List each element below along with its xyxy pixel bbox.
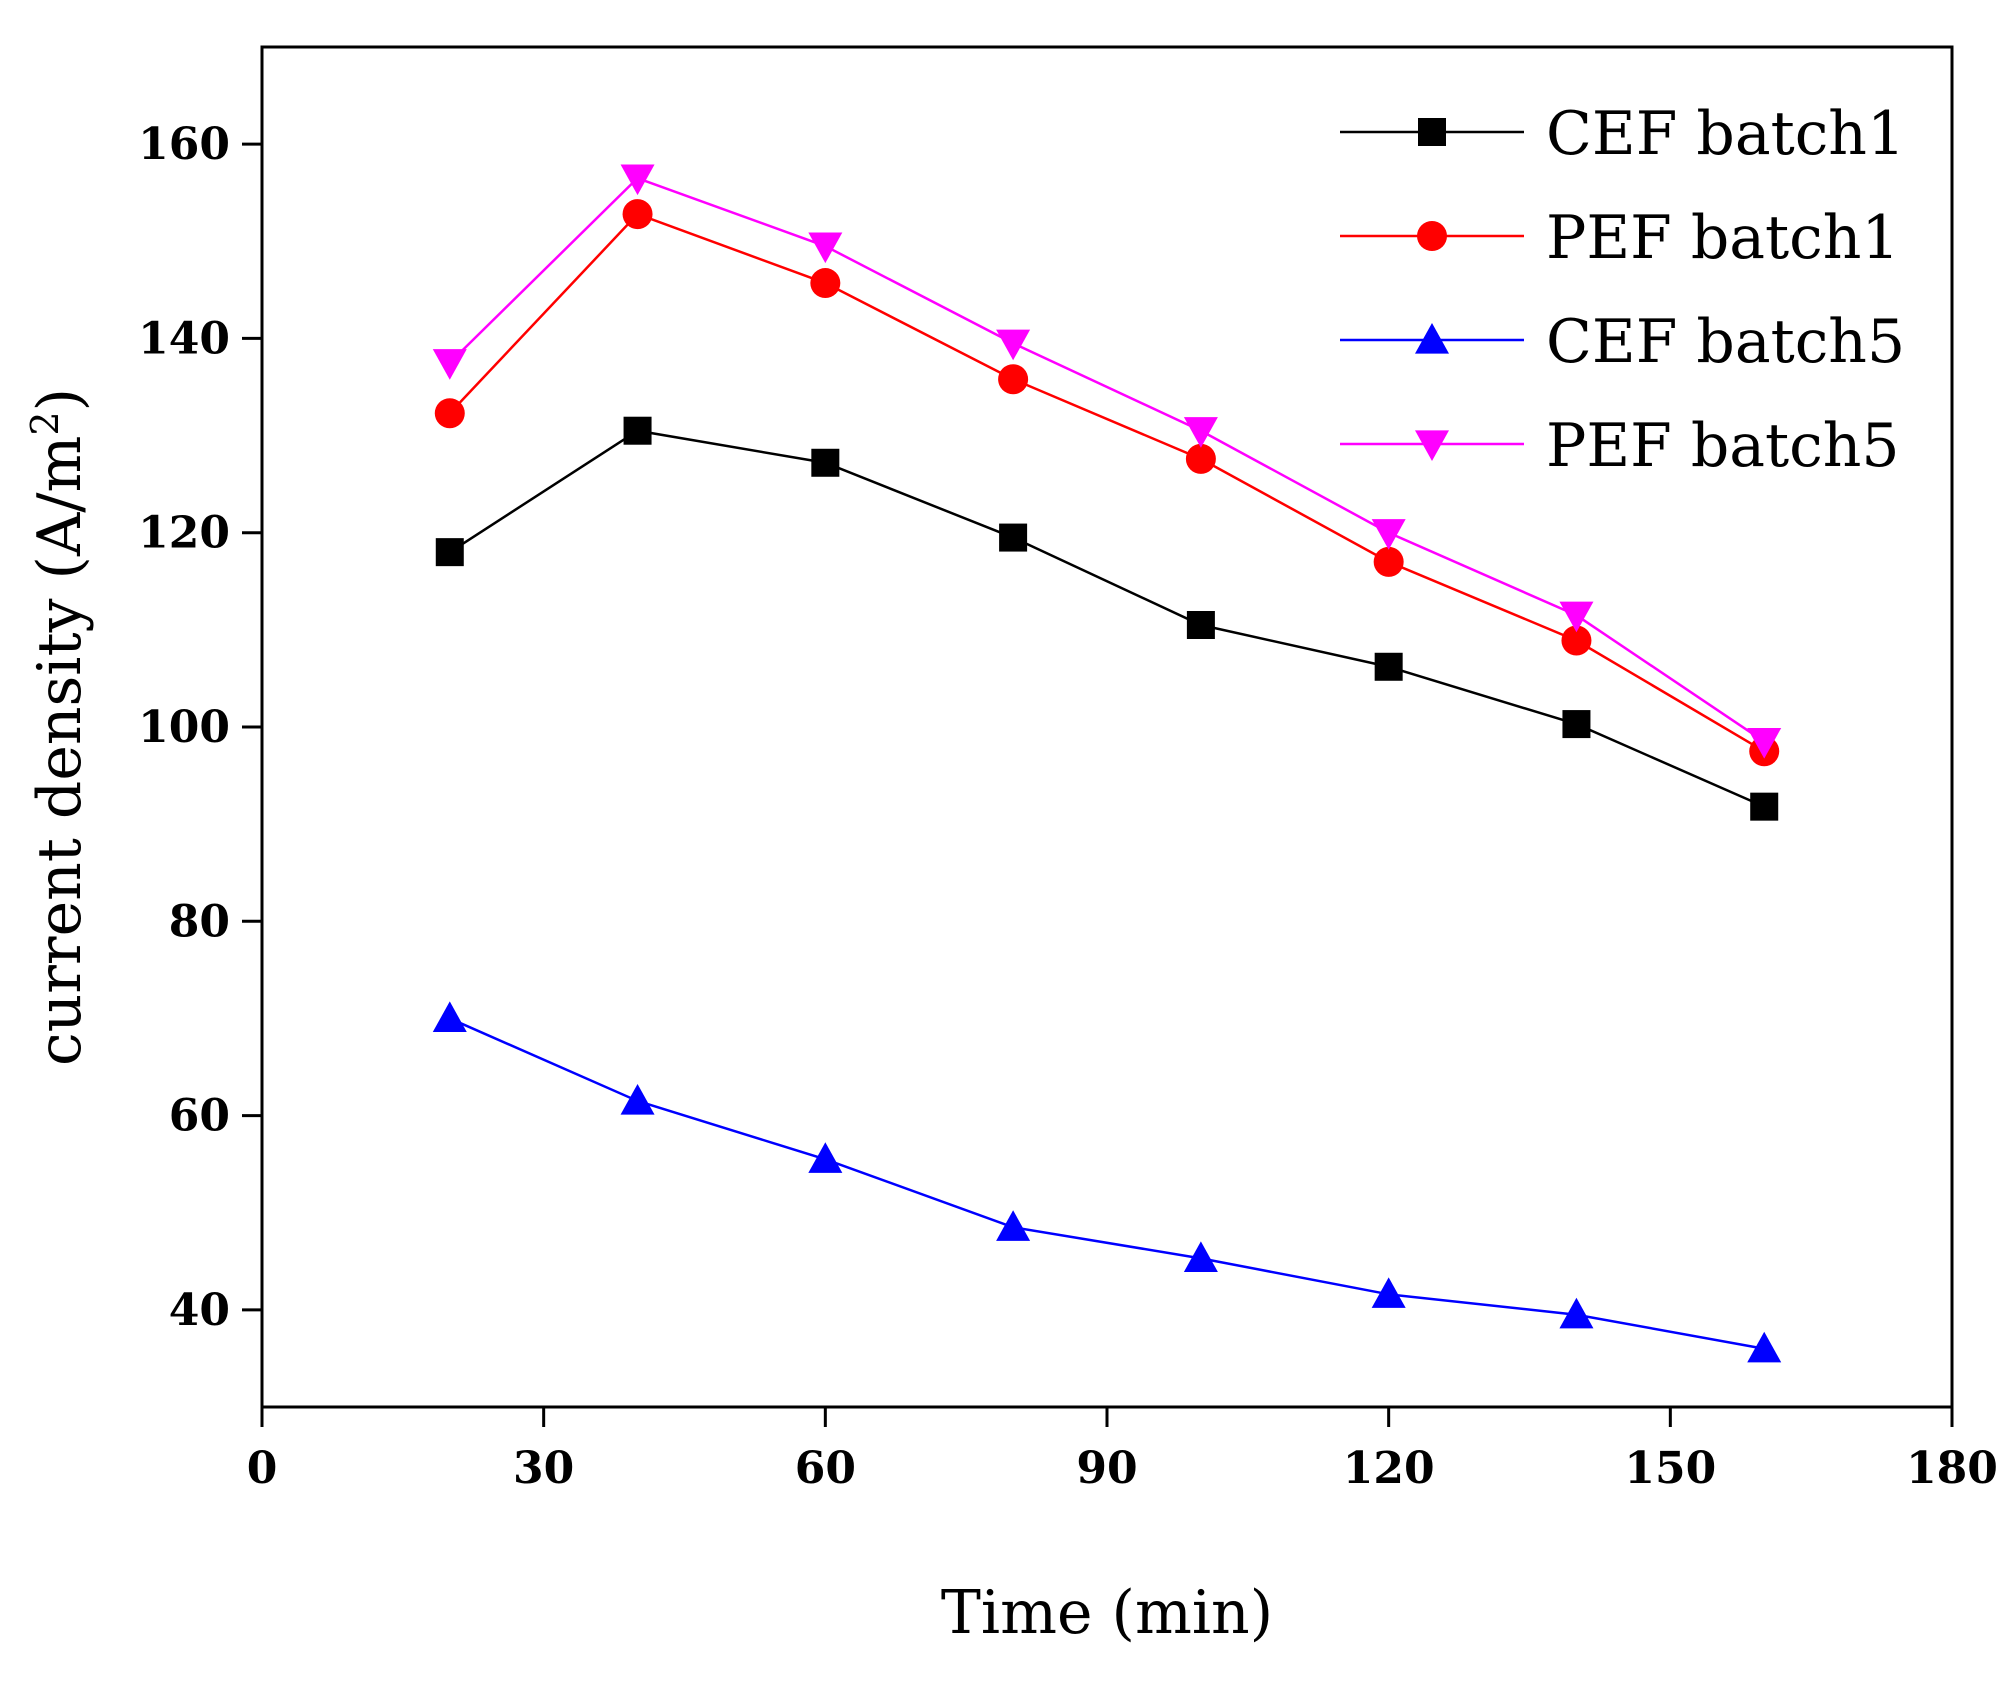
legend-entry-1: PEF batch1 — [1340, 203, 1900, 273]
legend-marker-1 — [1417, 221, 1447, 251]
legend-label-0: CEF batch1 — [1546, 99, 1905, 169]
data-point-3-0 — [432, 349, 467, 380]
data-point-2-1 — [620, 1084, 655, 1115]
series-line-3 — [448, 176, 1765, 743]
data-point-3-7 — [1747, 727, 1782, 759]
data-point-0-5 — [1374, 652, 1403, 681]
data-point-3-1 — [620, 164, 655, 196]
y-tick-label-140: 140 — [138, 313, 230, 364]
legend-marker-0 — [1418, 118, 1446, 146]
y-tick-label-60: 60 — [169, 1091, 230, 1142]
data-point-3-2 — [808, 232, 843, 264]
legend-marker-2 — [1415, 323, 1449, 354]
data-point-0-1 — [623, 416, 652, 445]
data-point-1-1 — [622, 199, 653, 230]
series-layer — [432, 164, 1782, 1363]
data-point-1-5 — [1373, 546, 1404, 577]
x-tick-label-60: 60 — [795, 1443, 856, 1494]
x-tick-label-150: 150 — [1624, 1443, 1716, 1494]
legend: CEF batch1 PEF batch1 CEF batch5 PEF batch5 — [1340, 99, 1905, 481]
legend-label-1: PEF batch1 — [1546, 203, 1900, 273]
data-point-2-6 — [1559, 1297, 1594, 1329]
data-point-1-4 — [1185, 443, 1216, 474]
x-axis-title: Time (min) — [941, 1578, 1273, 1648]
data-point-2-5 — [1371, 1277, 1406, 1308]
y-axis-title-sup: 2 — [23, 411, 67, 435]
x-tick-label-180: 180 — [1906, 1443, 1998, 1494]
x-tick-label-30: 30 — [513, 1443, 574, 1494]
data-point-0-6 — [1562, 710, 1591, 739]
series-line-2 — [449, 1017, 1765, 1350]
y-tick-label-160: 160 — [138, 119, 230, 170]
data-point-2-2 — [808, 1142, 843, 1173]
y-tick-label-80: 80 — [169, 896, 230, 947]
data-point-0-4 — [1186, 611, 1215, 639]
data-point-0-3 — [999, 523, 1028, 552]
data-point-3-3 — [996, 329, 1031, 361]
legend-label-3: PEF batch5 — [1546, 411, 1900, 481]
series-line-0 — [449, 429, 1765, 808]
data-point-1-2 — [810, 268, 841, 299]
y-tick-label-120: 120 — [138, 508, 230, 559]
data-point-2-4 — [1183, 1241, 1218, 1272]
data-point-2-0 — [432, 1001, 467, 1033]
data-point-0-7 — [1750, 792, 1779, 821]
y-tick-label-40: 40 — [169, 1285, 230, 1336]
legend-entry-0: CEF batch1 — [1340, 99, 1905, 169]
data-point-2-7 — [1747, 1331, 1782, 1363]
data-point-0-0 — [435, 538, 464, 567]
data-point-1-6 — [1561, 625, 1592, 656]
data-point-0-2 — [811, 448, 840, 477]
x-tick-label-90: 90 — [1076, 1443, 1137, 1494]
y-axis-title: current density (A/m2) — [23, 388, 95, 1066]
data-point-3-5 — [1371, 519, 1406, 550]
y-axis-title-end: ) — [25, 388, 95, 411]
data-point-2-3 — [996, 1210, 1031, 1241]
data-point-3-6 — [1559, 601, 1594, 633]
series-2 — [432, 1001, 1782, 1363]
x-tick-label-120: 120 — [1343, 1443, 1435, 1494]
data-point-1-0 — [434, 398, 465, 429]
data-point-3-4 — [1183, 417, 1218, 448]
data-point-1-3 — [998, 364, 1029, 395]
series-1 — [434, 199, 1780, 767]
legend-label-2: CEF batch5 — [1546, 307, 1905, 377]
series-0 — [435, 416, 1779, 821]
series-line-1 — [448, 212, 1765, 753]
axis-ticks: 0 30 60 90 120 150 180 40 60 80 100 120 140 160 — [138, 119, 1998, 1494]
x-tick-label-0: 0 — [247, 1443, 278, 1494]
series-3 — [432, 164, 1782, 759]
legend-entry-2: CEF batch5 — [1340, 307, 1905, 377]
legend-entry-3: PEF batch5 — [1340, 411, 1900, 481]
legend-marker-3 — [1415, 430, 1449, 461]
y-tick-label-100: 100 — [138, 702, 230, 753]
y-axis-title-main: current density (A/m — [25, 436, 95, 1066]
